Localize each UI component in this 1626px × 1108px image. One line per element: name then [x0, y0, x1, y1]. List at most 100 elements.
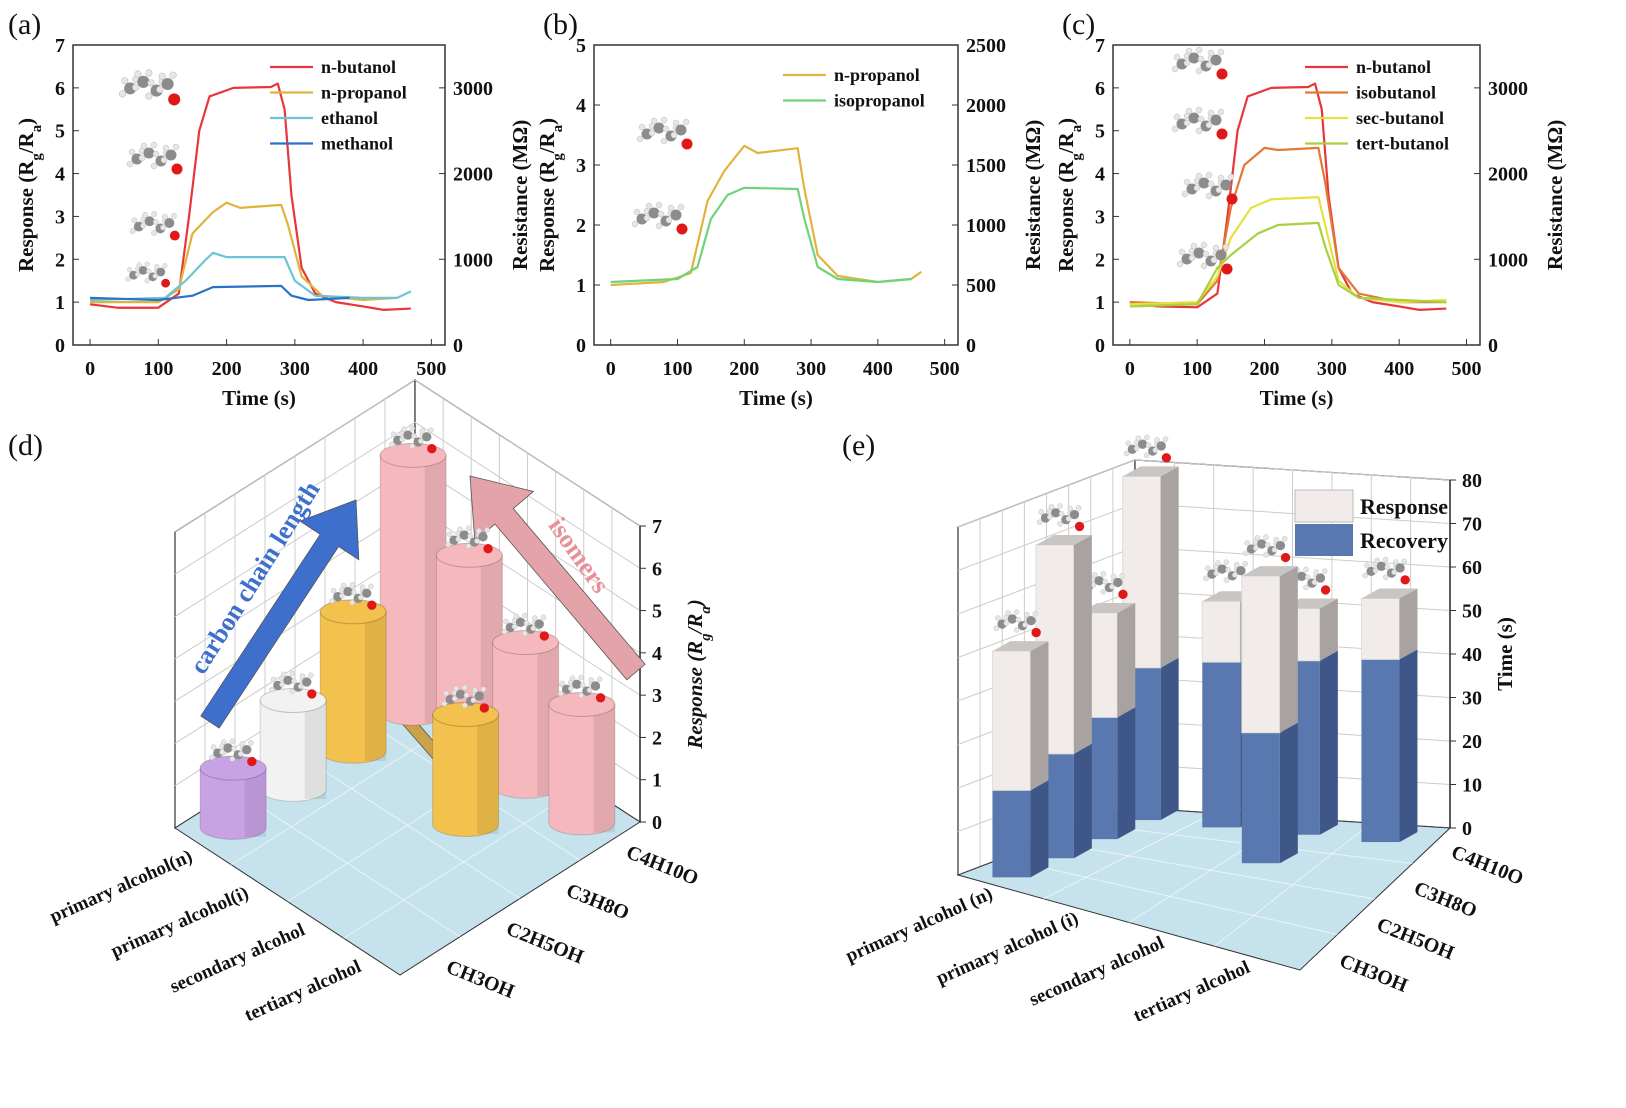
- recovery-segment-side: [1030, 780, 1049, 878]
- grid-line: [174, 379, 641, 533]
- molecule-icon: [1171, 46, 1228, 80]
- carbon-atom: [1395, 563, 1405, 573]
- line-chart-c: 0 100 200 300 400 500 0 1 2 3 4 5 6 7 0 1000 2000 3000 Tim…: [1054, 35, 1567, 410]
- carbon-atom: [1094, 576, 1104, 586]
- hydrogen-atom: [390, 431, 397, 438]
- carbon-atom: [534, 619, 544, 629]
- hydrogen-atom: [445, 541, 451, 548]
- response-segment: [1241, 575, 1281, 734]
- isomers-arrow: [469, 475, 646, 681]
- hydrogen-atom: [463, 692, 470, 698]
- hydrogen-atom: [1183, 59, 1191, 67]
- hydrogen-atom: [1067, 505, 1073, 512]
- y-axis-label: Response (Rg/Ra): [14, 118, 45, 272]
- molecule-icon: [441, 684, 489, 713]
- hydrogen-atom: [1190, 242, 1198, 250]
- bar-top: [1079, 602, 1136, 613]
- cylinder-bar: [319, 581, 387, 764]
- legend-label-response: Response: [1360, 494, 1448, 519]
- z-axis-label: Time (s): [1493, 617, 1517, 691]
- oxygen-atom: [171, 163, 183, 175]
- y-axis-label: Response (Rg/Ra): [535, 118, 566, 272]
- molecule-icon: [1176, 241, 1233, 275]
- hydrogen-atom: [170, 212, 177, 219]
- response-segment-side: [1073, 535, 1092, 754]
- hydrogen-atom: [660, 116, 668, 124]
- hydrogen-atom: [1133, 445, 1140, 452]
- carbon-atom: [670, 209, 682, 221]
- hydrogen-atom: [1213, 570, 1219, 577]
- x-tick-label: 200: [729, 358, 759, 380]
- carbon-atom: [474, 691, 484, 701]
- hydrogen-atom: [128, 148, 136, 156]
- hydrogen-atom: [341, 582, 347, 589]
- carbon-atom: [1217, 564, 1227, 574]
- hydrogen-atom: [1135, 435, 1142, 442]
- hydrogen-atom: [152, 150, 160, 158]
- z-tick-label: 2: [652, 727, 662, 749]
- hydrogen-atom: [1223, 577, 1230, 583]
- stacked-bar: [991, 609, 1049, 878]
- y-tick-label: 4: [55, 164, 65, 186]
- hydrogen-atom: [1263, 552, 1269, 558]
- hydrogen-atom: [455, 536, 462, 543]
- hydrogen-atom: [399, 436, 405, 443]
- hydrogen-atom: [682, 118, 690, 126]
- carbon-atom: [1026, 615, 1036, 626]
- oxygen-atom: [1400, 575, 1410, 585]
- hydrogen-atom: [1362, 572, 1368, 579]
- bar-top: [1241, 566, 1298, 577]
- hydrogen-atom: [1263, 534, 1269, 540]
- hydrogen-atom: [330, 587, 337, 594]
- hydrogen-atom: [1217, 174, 1225, 182]
- hydrogen-atom: [1205, 192, 1213, 200]
- carbon-atom: [1188, 112, 1200, 124]
- hydrogen-atom: [1232, 572, 1238, 578]
- legend-label-n-propanol: n-propanol: [834, 65, 920, 85]
- x-tick-label: 300: [796, 358, 826, 380]
- carbon-atom: [455, 689, 466, 700]
- x-tick-label: 300: [280, 358, 310, 380]
- hydrogen-atom: [1015, 617, 1022, 623]
- z-tick-label: 7: [652, 516, 662, 538]
- panel-label-e: (e): [842, 429, 875, 462]
- hydrogen-atom: [665, 216, 673, 224]
- hydrogen-atom: [1197, 55, 1205, 63]
- column-label: CH3OH: [1336, 950, 1411, 997]
- recovery-segment-side: [1279, 722, 1298, 864]
- hydrogen-atom: [557, 690, 564, 697]
- hydrogen-atom: [1223, 559, 1230, 565]
- y2-tick-label: 1000: [453, 249, 493, 271]
- hydrogen-atom: [462, 684, 468, 691]
- hydrogen-atom: [329, 598, 335, 604]
- legend-label-sec-butanol: sec-butanol: [1356, 108, 1444, 128]
- carbon-atom: [653, 122, 665, 134]
- carbon-atom: [1113, 577, 1123, 588]
- carbon-atom: [1236, 566, 1246, 576]
- y-tick-label: 2: [576, 215, 586, 237]
- carbon-atom: [590, 681, 601, 691]
- z-tick-label: 3: [652, 685, 662, 707]
- hydrogen-atom: [1207, 49, 1215, 57]
- grid-line: [174, 421, 641, 575]
- hydrogen-atom: [1195, 172, 1203, 180]
- hydrogen-atom: [134, 271, 141, 277]
- oxygen-atom: [1074, 521, 1085, 532]
- carbon-atom: [1156, 441, 1166, 451]
- hydrogen-atom: [1183, 119, 1191, 127]
- bar-top: [1122, 466, 1179, 477]
- molecule-icon: [1171, 106, 1228, 140]
- hydrogen-atom: [411, 433, 417, 439]
- hydrogen-atom: [156, 85, 164, 94]
- cylinder-shade: [364, 611, 387, 761]
- hydrogen-atom: [291, 678, 297, 684]
- x-tick-label: 0: [85, 358, 95, 380]
- z-tick-label: 10: [1462, 775, 1482, 797]
- hydrogen-atom: [1264, 541, 1271, 548]
- carbon-atom: [164, 218, 175, 228]
- hydrogen-atom: [142, 211, 149, 218]
- cylinder-body: [199, 767, 267, 840]
- plot-frame: [1112, 44, 1481, 346]
- hydrogen-atom: [1225, 567, 1231, 573]
